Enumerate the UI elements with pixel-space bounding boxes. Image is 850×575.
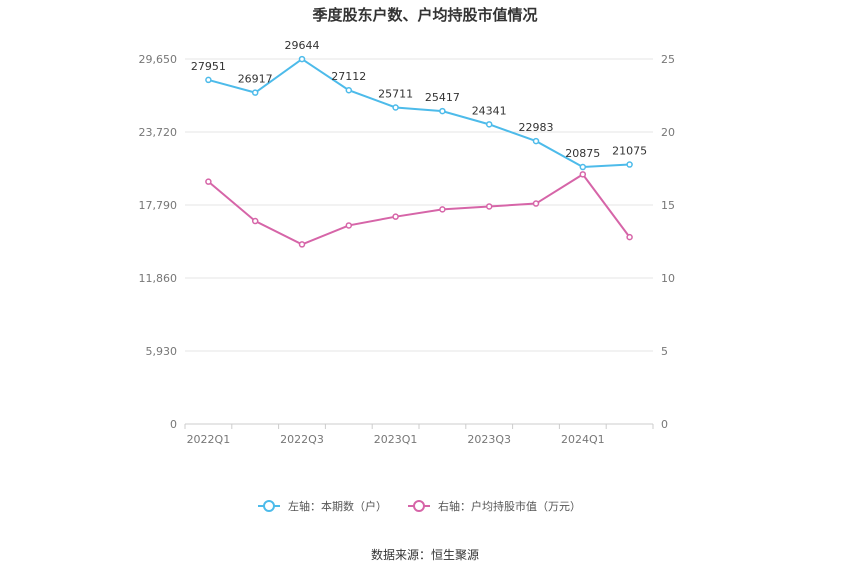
y-left-tick-label: 23,720 — [139, 126, 178, 139]
axes: 0 5,930 11,860 17,790 23,720 29,650 0 5 10 15 20 25… — [139, 53, 676, 446]
data-point[interactable] — [439, 206, 446, 213]
data-label: 25711 — [378, 87, 413, 100]
y-right-tick-label: 20 — [661, 126, 675, 139]
data-point[interactable] — [626, 233, 633, 241]
data-point[interactable] — [298, 241, 306, 248]
x-tick-label: 2022Q1 — [187, 433, 231, 446]
series — [205, 55, 633, 248]
data-point[interactable] — [251, 217, 259, 225]
data-point[interactable] — [626, 161, 633, 168]
legend-left-label: 左轴：本期数（户） — [288, 499, 387, 513]
data-label: 20875 — [565, 147, 600, 160]
data-point[interactable] — [298, 55, 306, 63]
data-point[interactable] — [532, 137, 540, 145]
data-label: 29644 — [285, 39, 320, 52]
legend-item-right-series[interactable]: 右轴：户均持股市值（万元） — [408, 499, 581, 513]
data-point[interactable] — [392, 213, 399, 220]
data-point[interactable] — [579, 163, 587, 171]
y-right-tick-label: 15 — [661, 199, 675, 212]
data-point[interactable] — [532, 200, 540, 207]
data-point[interactable] — [485, 121, 493, 128]
legend[interactable]: 左轴：本期数（户） 右轴：户均持股市值（万元） — [258, 499, 581, 513]
data-label: 27951 — [191, 60, 226, 73]
data-label: 27112 — [331, 70, 366, 83]
y-right-tick-label: 0 — [661, 418, 668, 431]
x-tick-label: 2022Q3 — [280, 433, 324, 446]
legend-left-marker-icon — [263, 500, 275, 512]
data-point[interactable] — [439, 107, 446, 115]
legend-right-marker-icon — [413, 500, 425, 512]
y-left-tick-label: 5,930 — [146, 345, 178, 358]
series-line-holders — [208, 57, 630, 169]
y-left-tick-label: 17,790 — [139, 199, 178, 212]
data-point[interactable] — [205, 76, 212, 84]
grid — [185, 58, 653, 352]
y-left-tick-label: 11,860 — [139, 272, 178, 285]
y-left-tick-label: 29,650 — [139, 53, 178, 66]
data-point[interactable] — [579, 171, 587, 178]
chart-title: 季度股东户数、户均持股市值情况 — [312, 6, 537, 24]
x-tick-label: 2023Q3 — [467, 433, 511, 446]
data-point[interactable] — [485, 203, 493, 210]
data-label: 21075 — [612, 145, 647, 158]
data-label: 24341 — [472, 104, 507, 117]
data-point[interactable] — [251, 89, 259, 96]
data-point[interactable] — [392, 104, 399, 111]
data-label: 26917 — [238, 73, 273, 86]
y-right-tick-label: 5 — [661, 345, 668, 358]
data-point[interactable] — [345, 222, 353, 229]
series-line-market-value — [207, 173, 631, 246]
y-right-tick-label: 25 — [661, 53, 675, 66]
y-right-tick-label: 10 — [661, 272, 675, 285]
legend-item-left-series[interactable]: 左轴：本期数（户） — [258, 499, 387, 513]
data-label: 22983 — [519, 121, 554, 134]
y-left-tick-label: 0 — [170, 418, 177, 431]
x-tick-label: 2023Q1 — [374, 433, 418, 446]
data-label: 25417 — [425, 91, 460, 104]
data-point[interactable] — [345, 86, 353, 94]
x-tick-label: 2024Q1 — [561, 433, 605, 446]
data-labels: 27951 26917 29644 27112 25711 25417 24341 22983… — [191, 39, 647, 160]
source-note: 数据来源：恒生聚源 — [371, 547, 479, 562]
legend-right-label: 右轴：户均持股市值（万元） — [438, 499, 581, 513]
data-point[interactable] — [205, 178, 212, 185]
